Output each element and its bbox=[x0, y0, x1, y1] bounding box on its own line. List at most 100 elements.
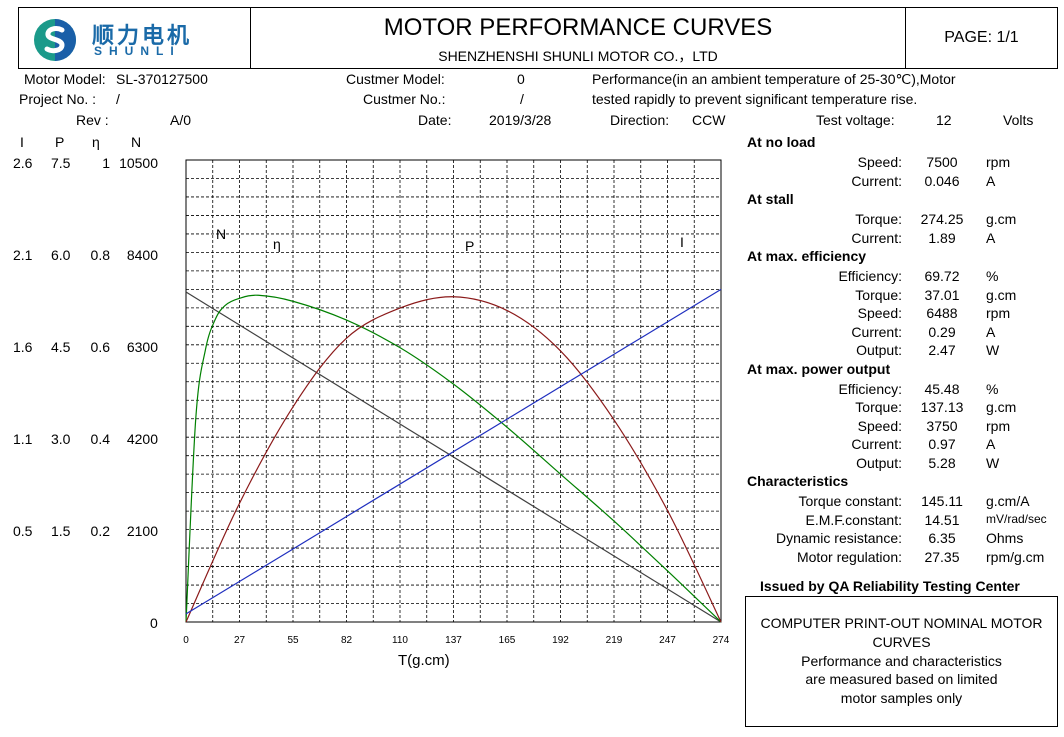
spec-value: 0.97 bbox=[928, 436, 956, 452]
direction-label: Direction: bbox=[610, 112, 670, 128]
motor-model-label: Motor Model: bbox=[24, 71, 106, 87]
logo-chinese-text: 顺力电机 bbox=[92, 23, 193, 48]
plot-area-border bbox=[185, 159, 722, 623]
spec-value: 0.29 bbox=[928, 323, 956, 340]
customer-model-value: 0 bbox=[517, 71, 525, 87]
issued-by: Issued by QA Reliability Testing Center bbox=[760, 578, 1020, 594]
spec-label: Torque: bbox=[855, 286, 902, 303]
series-line-p bbox=[185, 296, 722, 623]
x-tick-label: 55 bbox=[287, 635, 299, 646]
x-tick-label: 137 bbox=[445, 635, 462, 646]
spec-unit: rpm bbox=[986, 417, 1011, 434]
chart-series bbox=[185, 288, 722, 623]
y-tick-eta: 0.6 bbox=[90, 339, 110, 355]
spec-unit: Ohms bbox=[986, 530, 1024, 546]
shunli-logo-icon bbox=[34, 19, 76, 61]
spec-unit: A bbox=[986, 436, 996, 452]
customer-model-label: Custmer Model: bbox=[346, 71, 445, 87]
spec-label: Current: bbox=[851, 436, 902, 452]
axis-header-i: I bbox=[20, 134, 24, 150]
spec-value: 137.13 bbox=[920, 399, 964, 415]
page-number: PAGE: 1/1 bbox=[944, 29, 1019, 46]
spec-value: 69.72 bbox=[924, 268, 960, 284]
spec-value: 45.48 bbox=[924, 380, 960, 397]
header-page-cell bbox=[905, 7, 1058, 69]
motor-model-value: SL-370127500 bbox=[116, 71, 208, 87]
y-tick-n: 6300 bbox=[126, 339, 158, 355]
project-no-label: Project No. : bbox=[19, 91, 97, 107]
y-tick-i: 2.6 bbox=[13, 155, 33, 171]
x-tick-label: 192 bbox=[552, 635, 569, 646]
spec-section-title: Characteristics bbox=[747, 473, 849, 489]
spec-unit: A bbox=[986, 323, 996, 340]
spec-label: Current: bbox=[851, 229, 902, 246]
spec-label: Current: bbox=[851, 172, 902, 189]
series-line-n bbox=[185, 291, 722, 623]
spec-unit: % bbox=[986, 380, 999, 397]
spec-value: 2.47 bbox=[928, 342, 956, 358]
spec-label: Motor regulation: bbox=[796, 548, 902, 565]
spec-unit: rpm bbox=[986, 154, 1011, 170]
spec-value: 6.35 bbox=[928, 530, 956, 546]
spec-label: Efficiency: bbox=[838, 268, 902, 284]
y-tick-n: 10500 bbox=[119, 155, 158, 171]
direction-value: CCW bbox=[692, 112, 726, 128]
spec-value: 274.25 bbox=[920, 211, 964, 227]
y-tick-i: 2.1 bbox=[13, 247, 33, 263]
test-voltage-label: Test voltage: bbox=[816, 112, 895, 128]
axis-header-eta: η bbox=[92, 134, 100, 150]
y-tick-eta: 0.8 bbox=[90, 247, 110, 263]
spec-unit: g.cm/A bbox=[986, 493, 1030, 509]
spec-unit: rpm bbox=[986, 305, 1011, 321]
spec-unit: W bbox=[986, 342, 1000, 358]
notice-line3: Performance and characteristics bbox=[801, 653, 1002, 669]
spec-value: 14.51 bbox=[924, 511, 960, 528]
spec-value: 1.89 bbox=[928, 229, 956, 246]
notice-box bbox=[745, 596, 1058, 727]
y-tick-eta: 0.2 bbox=[90, 523, 110, 539]
spec-value: 145.11 bbox=[921, 493, 963, 509]
x-tick-label: 247 bbox=[659, 635, 676, 646]
performance-note-line2: tested rapidly to prevent significant te… bbox=[592, 91, 918, 107]
x-tick-label: 0 bbox=[183, 635, 189, 646]
date-value: 2019/3/28 bbox=[489, 112, 552, 128]
spec-value: 7500 bbox=[926, 154, 958, 170]
spec-label: Torque constant: bbox=[798, 493, 902, 509]
x-tick-labels: 0 27 55 82 110 137 165 192 219 247 274 bbox=[183, 635, 730, 646]
y-tick-p: 1.5 bbox=[51, 523, 71, 539]
y-tick-p: 6.0 bbox=[51, 247, 71, 263]
spec-unit: g.cm bbox=[986, 211, 1017, 227]
notice-line1: COMPUTER PRINT-OUT NOMINAL MOTOR bbox=[760, 615, 1043, 631]
spec-section-title: At max. efficiency bbox=[747, 248, 867, 264]
performance-note-line1: Performance(in an ambient temperature of… bbox=[592, 71, 956, 87]
axis-header-n: N bbox=[131, 134, 142, 150]
y-tick-zero: 0 bbox=[150, 615, 158, 631]
series-labels: Nη P I bbox=[216, 226, 684, 254]
series-label-i: I bbox=[680, 234, 684, 250]
spec-unit: g.cm bbox=[986, 399, 1017, 415]
company-name: SHENZHENSHI SHUNLI MOTOR CO.，LTD bbox=[438, 48, 718, 64]
x-tick-label: 82 bbox=[341, 635, 353, 646]
spec-label: Torque: bbox=[855, 211, 902, 227]
spec-label: Speed: bbox=[857, 154, 902, 170]
spec-value: 6488 bbox=[926, 305, 958, 321]
spec-label: Dynamic resistance: bbox=[775, 530, 902, 546]
x-tick-label: 110 bbox=[392, 635, 408, 646]
x-tick-label: 27 bbox=[234, 635, 246, 646]
y-tick-eta: 1 bbox=[102, 155, 110, 171]
spec-unit: A bbox=[986, 172, 996, 189]
x-tick-label: 274 bbox=[713, 635, 730, 646]
notice-line5: motor samples only bbox=[840, 690, 963, 706]
project-no-value: / bbox=[116, 91, 120, 107]
spec-section-title: At no load bbox=[747, 134, 816, 150]
series-label-p: P bbox=[465, 238, 474, 254]
customer-no-value: / bbox=[520, 91, 524, 107]
spec-value: 27.35 bbox=[924, 548, 960, 565]
page-title: MOTOR PERFORMANCE CURVES bbox=[383, 14, 773, 41]
spec-value: 0.046 bbox=[924, 172, 960, 189]
spec-label: Output: bbox=[856, 342, 902, 358]
y-tick-i: 0.5 bbox=[13, 523, 33, 539]
y-tick-n: 4200 bbox=[126, 431, 158, 447]
series-line-i bbox=[185, 288, 722, 615]
spec-unit: A bbox=[986, 229, 996, 246]
